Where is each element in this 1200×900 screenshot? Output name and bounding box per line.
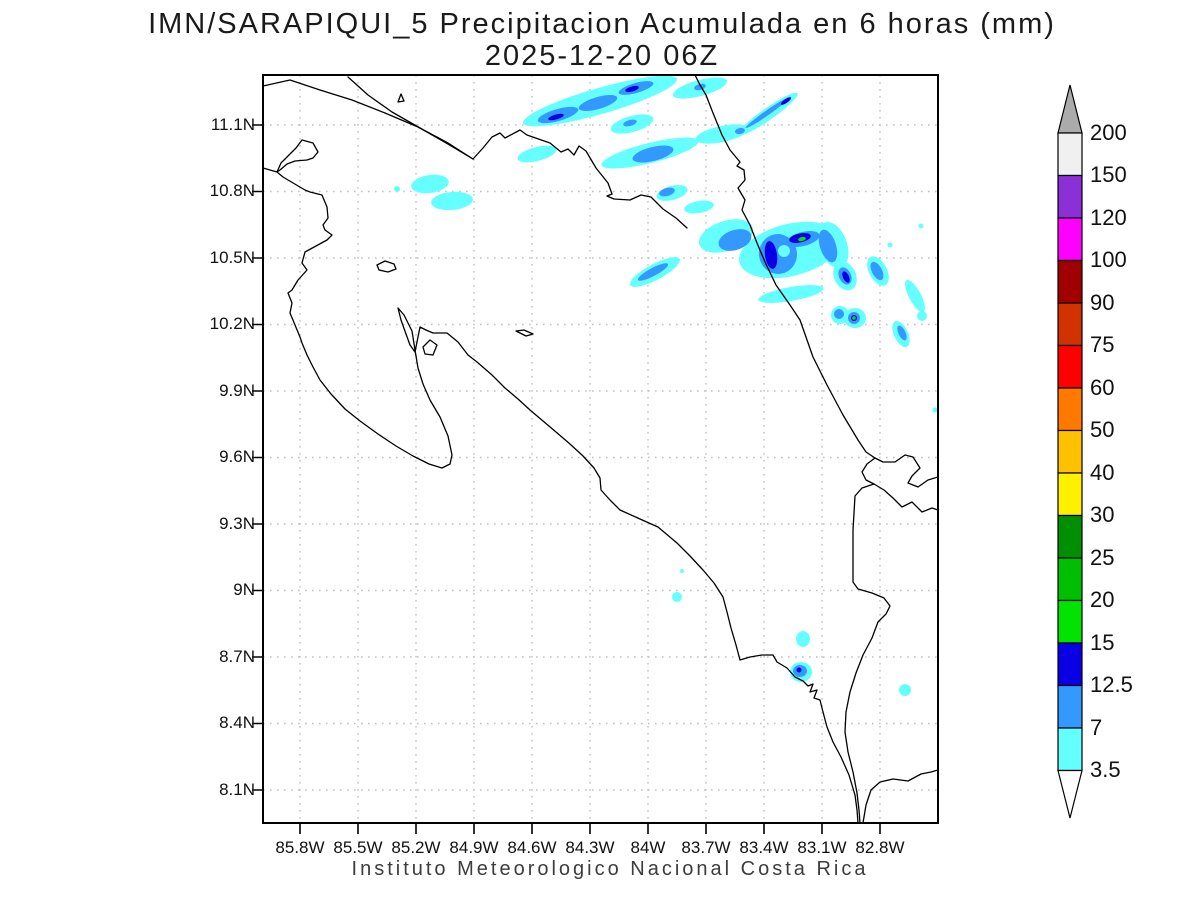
colorbar-cell-120-150	[1057, 174, 1083, 219]
cb-label-40: 40	[1090, 460, 1115, 485]
cb-label-150: 150	[1090, 162, 1127, 187]
san-juan-border	[472, 129, 688, 229]
lon-label-84-6w: 84.6W	[507, 838, 557, 857]
colorbar-cell-7-12p5	[1057, 684, 1083, 729]
lat-label-11-1n: 11.1N	[210, 115, 255, 134]
colorbar-cell-40-50	[1057, 429, 1083, 474]
footer-attribution: Instituto Meteorologico Nacional Costa R…	[351, 858, 869, 880]
colorbar-cell-100-120	[1057, 217, 1083, 262]
precip-inner-hole	[778, 245, 790, 257]
colorbar-cell-150-200	[1057, 132, 1083, 177]
lat-label-9n: 9N	[233, 580, 255, 599]
cb-label-100: 100	[1090, 247, 1127, 272]
cb-label-200: 200	[1090, 120, 1127, 145]
colorbar-cell-20-25	[1057, 557, 1083, 602]
lat-label-8-4n: 8.4N	[219, 713, 255, 732]
lon-ticks	[299, 823, 881, 834]
cb-label-50: 50	[1090, 417, 1115, 442]
lat-label-9-6n: 9.6N	[219, 447, 255, 466]
cb-label-7: 7	[1090, 715, 1103, 740]
precip-level-7mm	[537, 81, 907, 677]
lake-nicaragua-se-shore	[347, 76, 474, 160]
colorbar-cell-50-60	[1057, 387, 1083, 432]
lon-label-82-8w: 82.8W	[855, 838, 905, 857]
cb-label-3-5: 3.5	[1090, 757, 1121, 782]
gulf-island	[422, 339, 438, 356]
colorbar-cell-12p5-15	[1057, 642, 1083, 687]
caribbean-coast	[694, 75, 938, 488]
grid-vertical	[299, 75, 881, 823]
colorbar	[1057, 84, 1083, 819]
lon-label-84-9w: 84.9W	[449, 838, 499, 857]
coastlines	[263, 75, 938, 823]
cb-label-90: 90	[1090, 290, 1115, 315]
colorbar-arrow-top	[1057, 84, 1083, 134]
pacific-coast	[263, 139, 859, 823]
lon-label-83-4w: 83.4W	[739, 838, 789, 857]
lat-label-10-5n: 10.5N	[209, 248, 255, 267]
precip-layers	[394, 75, 938, 696]
colorbar-cell-3p5-7	[1057, 727, 1083, 772]
map-frame	[252, 74, 939, 834]
lon-label-85-8w: 85.8W	[275, 838, 325, 857]
colorbar-cell-90-100	[1057, 259, 1083, 304]
precip-level-12p5mm	[548, 85, 857, 673]
lake-nicaragua-ne-shore	[263, 79, 474, 160]
lake-arenal	[376, 260, 397, 273]
lon-label-83-7w: 83.7W	[681, 838, 731, 857]
almirante-bay-coast	[861, 457, 938, 513]
precip-level-15mm	[798, 236, 856, 320]
colorbar-cell-60-75	[1057, 344, 1083, 389]
lon-label-84-3w: 84.3W	[565, 838, 615, 857]
golfo-dulce-east-shore	[844, 483, 891, 823]
cb-label-120: 120	[1090, 205, 1127, 230]
puntarenas-spit	[515, 329, 534, 337]
colorbar-cell-15-20	[1057, 599, 1083, 644]
lon-label-85-5w: 85.5W	[333, 838, 383, 857]
lat-label-9-9n: 9.9N	[219, 381, 255, 400]
colorbar-cell-30-40	[1057, 472, 1083, 517]
lon-label-83-1w: 83.1W	[797, 838, 847, 857]
lon-label-84w: 84W	[630, 838, 666, 857]
cb-label-15: 15	[1090, 630, 1115, 655]
lon-label-85-2w: 85.2W	[391, 838, 441, 857]
cb-label-75: 75	[1090, 332, 1115, 357]
lat-ticks	[252, 124, 263, 791]
map-title: IMN/SARAPIQUI_5 Precipitacion Acumulada …	[148, 8, 1056, 40]
precip-level-3p5mm	[394, 75, 938, 696]
lat-label-9-3n: 9.3N	[219, 514, 255, 533]
lake-island	[397, 93, 405, 103]
colorbar-arrow-bottom	[1057, 769, 1083, 819]
grid-lines	[263, 75, 938, 823]
panama-south-coast	[862, 769, 938, 823]
cb-label-25: 25	[1090, 545, 1115, 570]
colorbar-cell-75-90	[1057, 302, 1083, 347]
colorbar-cell-25-30	[1057, 514, 1083, 559]
cb-label-30: 30	[1090, 502, 1115, 527]
lat-label-8-7n: 8.7N	[219, 647, 255, 666]
map-subtitle: 2025-12-20 06Z	[484, 40, 720, 72]
lat-label-10-8n: 10.8N	[209, 181, 255, 200]
lat-label-10-2n: 10.2N	[209, 314, 255, 333]
lat-label-8-1n: 8.1N	[219, 780, 255, 799]
cb-label-60: 60	[1090, 375, 1115, 400]
cb-label-20: 20	[1090, 587, 1115, 612]
grid-horizontal	[263, 124, 938, 791]
cb-label-12-5: 12.5	[1090, 672, 1133, 697]
